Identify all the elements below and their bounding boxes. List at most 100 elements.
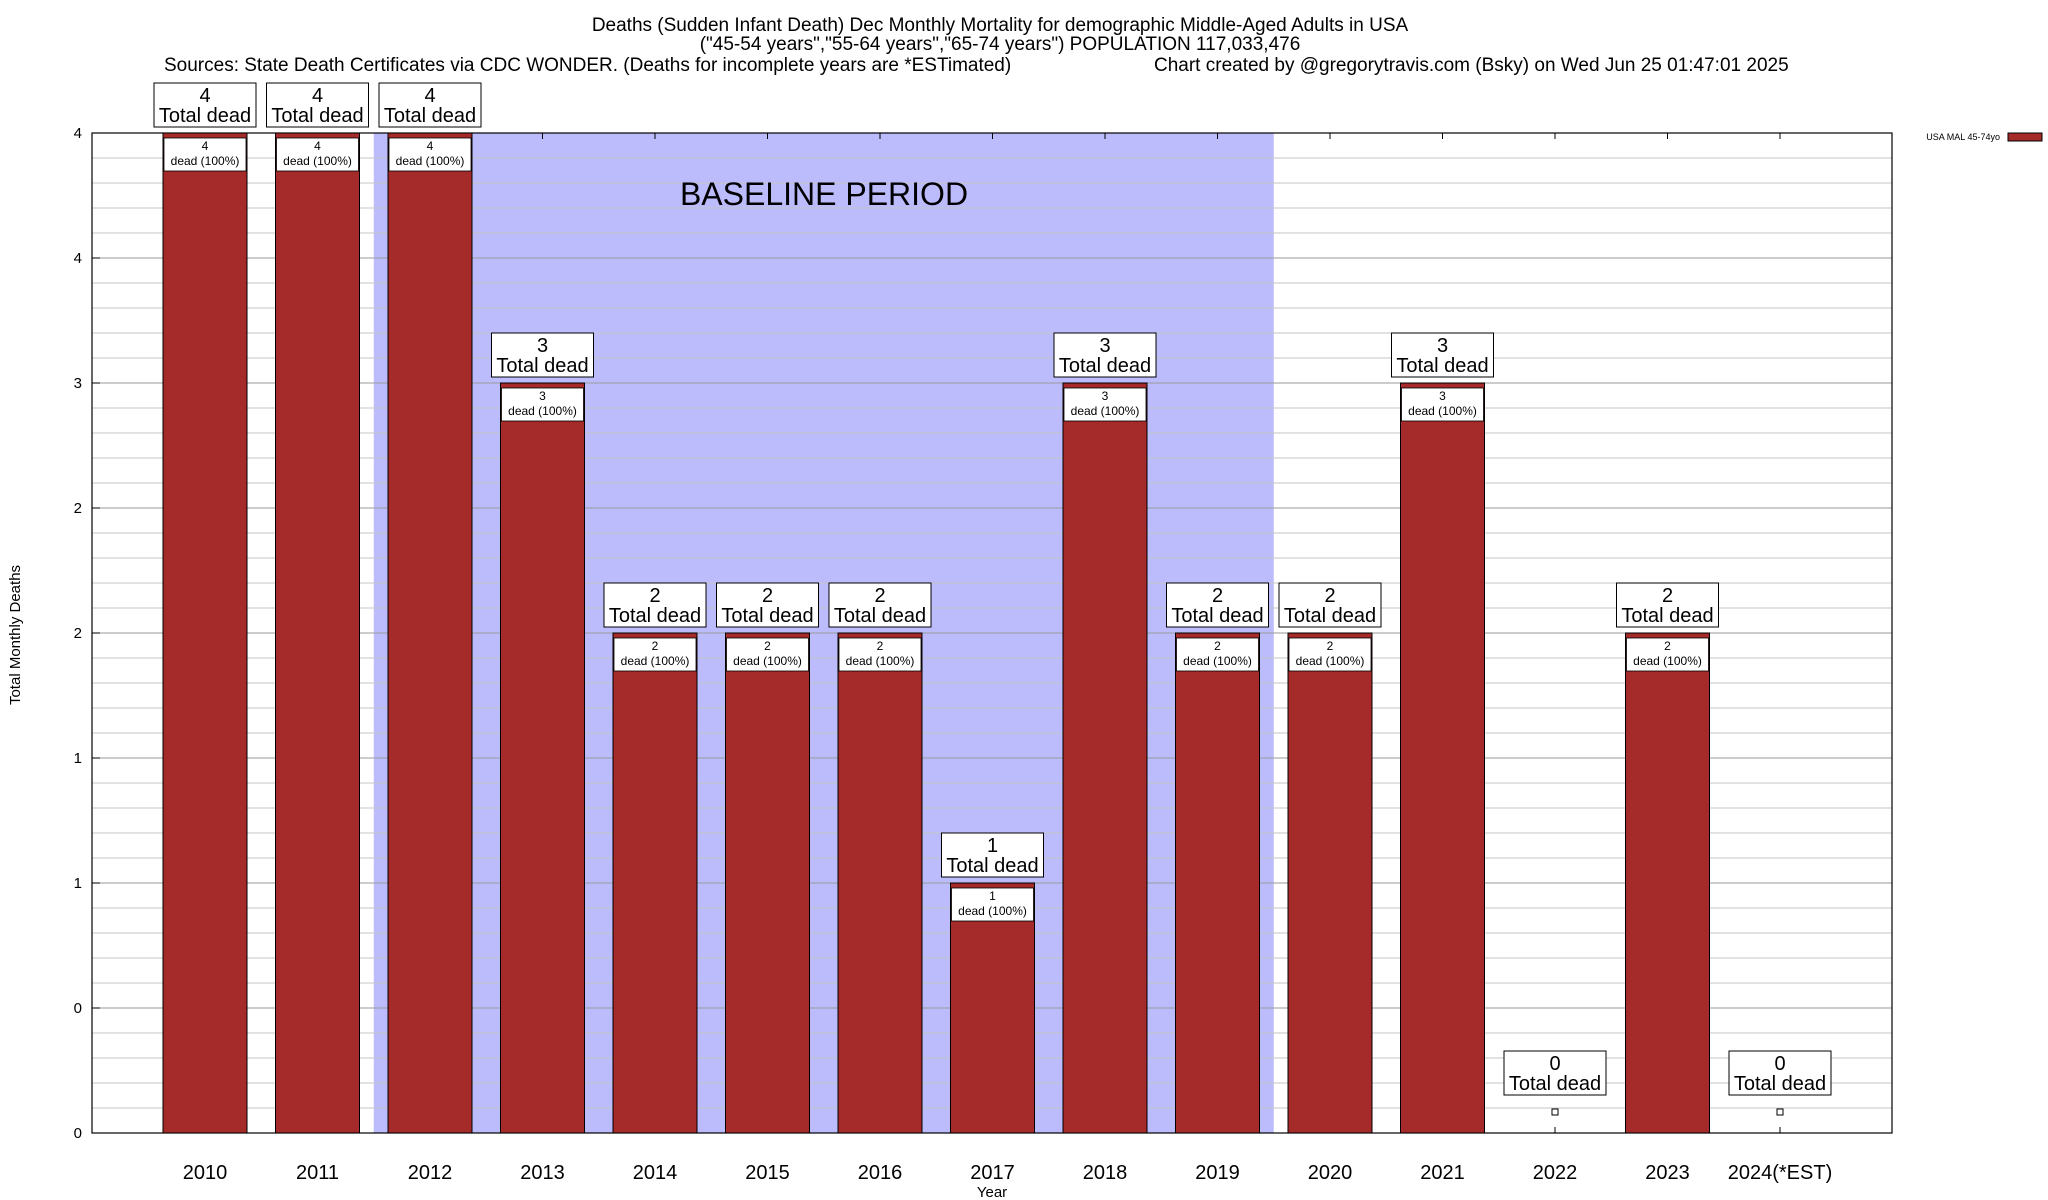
- total-dead-box: [716, 582, 819, 628]
- sources-text: Sources: State Death Certificates via CD…: [164, 55, 1011, 76]
- inner-label-count: 3: [539, 389, 546, 403]
- total-dead-label: Total dead: [1734, 1073, 1826, 1095]
- inner-label-box: [388, 137, 472, 172]
- inner-label-count: 2: [652, 639, 659, 653]
- bar-2016: [837, 632, 923, 1134]
- y-tick-label: 4: [74, 125, 82, 142]
- total-dead-box: [1053, 332, 1157, 378]
- inner-label-percent: dead (100%): [1633, 654, 1702, 668]
- inner-label-box: [276, 137, 359, 172]
- y-tick-label: 2: [74, 625, 82, 642]
- total-dead-box: [941, 832, 1044, 878]
- total-dead-box: [266, 82, 369, 128]
- x-tick-label: 2016: [858, 1162, 903, 1184]
- inner-label-percent: dead (100%): [1408, 404, 1477, 418]
- total-dead-count: 1: [987, 835, 998, 857]
- x-axis-label: Year: [977, 1184, 1007, 1200]
- total-dead-count: 2: [1212, 585, 1223, 607]
- x-tick-label: 2021: [1420, 1162, 1465, 1184]
- total-dead-count: 0: [1774, 1053, 1785, 1075]
- total-dead-label: Total dead: [384, 105, 476, 127]
- inner-label-percent: dead (100%): [283, 154, 352, 168]
- total-dead-box: [828, 582, 932, 628]
- y-tick-label: 1: [74, 750, 82, 767]
- total-dead-box: [1728, 1050, 1832, 1096]
- inner-label-count: 2: [1214, 639, 1221, 653]
- total-dead-label: Total dead: [946, 855, 1038, 877]
- total-dead-count: 4: [312, 85, 323, 107]
- zero-marker-2022: [1551, 1108, 1559, 1116]
- bar-2018: [1062, 382, 1148, 1134]
- total-dead-count: 4: [424, 85, 435, 107]
- y-tick-label: 2: [74, 500, 82, 517]
- inner-label-box: [1063, 387, 1147, 422]
- inner-label-box: [838, 637, 922, 672]
- x-tick-label: 2014: [633, 1162, 678, 1184]
- x-tick-label: 2023: [1645, 1162, 1690, 1184]
- x-tick-label: 2013: [520, 1162, 565, 1184]
- total-dead-label: Total dead: [834, 605, 926, 627]
- x-tick-label: 2017: [970, 1162, 1015, 1184]
- total-dead-count: 2: [874, 585, 885, 607]
- inner-label-percent: dead (100%): [171, 154, 240, 168]
- bar-2010: [162, 132, 248, 1134]
- legend-label: USA MAL 45-74yo: [1926, 132, 2000, 142]
- inner-label-percent: dead (100%): [1296, 654, 1365, 668]
- y-tick-label: 0: [74, 1000, 82, 1017]
- total-dead-box: [1503, 1050, 1607, 1096]
- bar-2011: [275, 132, 360, 1134]
- inner-label-percent: dead (100%): [1071, 404, 1140, 418]
- total-dead-count: 3: [537, 335, 548, 357]
- total-dead-box: [1391, 332, 1494, 378]
- inner-label-percent: dead (100%): [508, 404, 577, 418]
- total-dead-label: Total dead: [609, 605, 701, 627]
- inner-label-box: [951, 887, 1034, 922]
- inner-label-percent: dead (100%): [1183, 654, 1252, 668]
- total-dead-label: Total dead: [496, 355, 588, 377]
- y-axis-label: Total Monthly Deaths: [7, 565, 24, 705]
- inner-label-box: [1176, 637, 1259, 672]
- inner-label-count: 2: [1327, 639, 1334, 653]
- y-tick-label: 0: [74, 1125, 82, 1142]
- inner-label-count: 2: [1664, 639, 1671, 653]
- inner-label-box: [163, 137, 247, 172]
- baseline-period-label: BASELINE PERIOD: [680, 176, 968, 212]
- total-dead-count: 2: [762, 585, 773, 607]
- inner-label-percent: dead (100%): [733, 654, 802, 668]
- x-tick-label: 2012: [408, 1162, 453, 1184]
- total-dead-count: 2: [1324, 585, 1335, 607]
- x-tick-label: 2015: [745, 1162, 790, 1184]
- bar-layer: [162, 132, 1784, 1134]
- total-dead-label: Total dead: [1059, 355, 1151, 377]
- inner-label-count: 3: [1102, 389, 1109, 403]
- x-tick-label: 2024(*EST): [1728, 1162, 1833, 1184]
- credit-text: Chart created by @gregorytravis.com (Bsk…: [1154, 55, 1789, 76]
- total-dead-label: Total dead: [1396, 355, 1488, 377]
- total-dead-count: 3: [1099, 335, 1110, 357]
- total-dead-box: [1166, 582, 1269, 628]
- inner-label-count: 1: [989, 889, 996, 903]
- total-dead-count: 2: [649, 585, 660, 607]
- bar-2013: [500, 382, 585, 1134]
- chart-title-line-1: Deaths (Sudden Infant Death) Dec Monthly…: [592, 15, 1409, 36]
- total-dead-count: 4: [199, 85, 210, 107]
- inner-label-count: 4: [314, 139, 321, 153]
- bar-2014: [612, 632, 698, 1134]
- x-tick-label: 2020: [1308, 1162, 1353, 1184]
- total-dead-count: 0: [1549, 1053, 1560, 1075]
- inner-label-percent: dead (100%): [396, 154, 465, 168]
- inner-label-count: 4: [202, 139, 209, 153]
- inner-label-box: [501, 387, 584, 422]
- inner-label-count: 4: [427, 139, 434, 153]
- y-tick-label: 1: [74, 875, 82, 892]
- total-dead-label: Total dead: [271, 105, 363, 127]
- zero-marker-2024(*EST): [1776, 1108, 1784, 1116]
- total-dead-count: 2: [1662, 585, 1673, 607]
- inner-label-count: 2: [764, 639, 771, 653]
- total-dead-box: [378, 82, 482, 128]
- bar-2020: [1287, 632, 1373, 1134]
- bar-2017: [950, 882, 1035, 1134]
- legend: USA MAL 45-74yo: [1926, 132, 2043, 142]
